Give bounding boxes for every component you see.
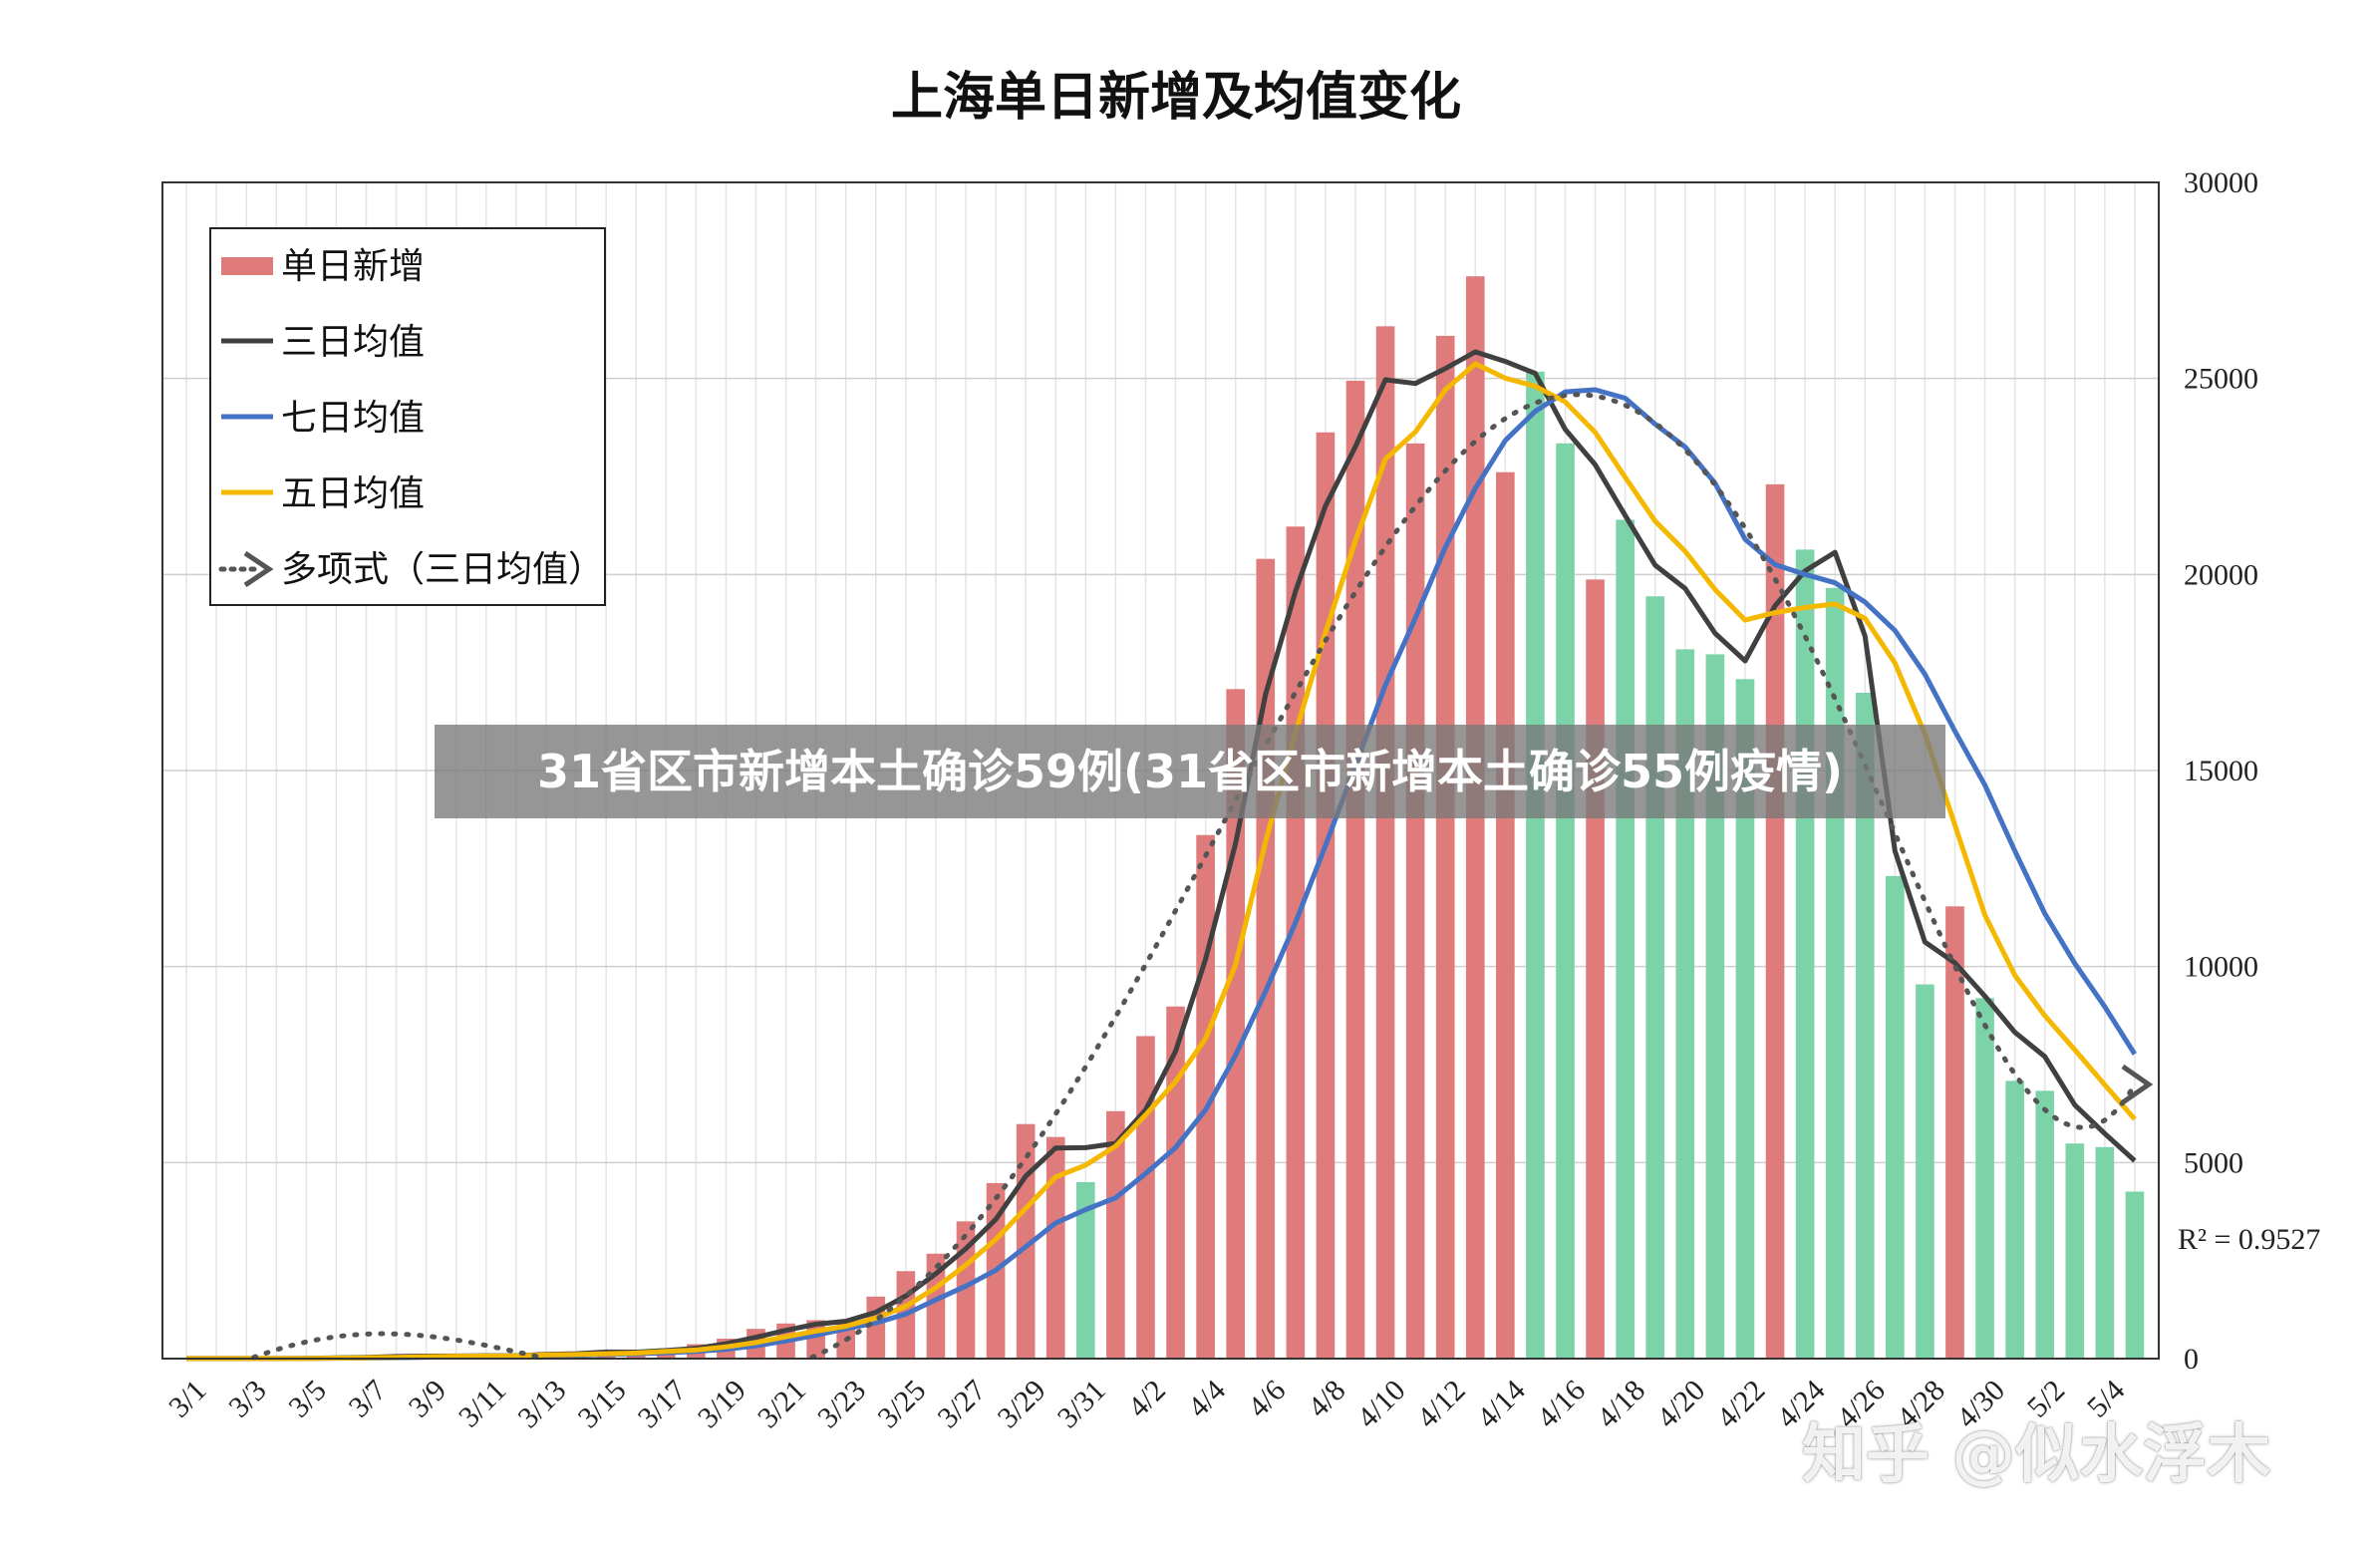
legend-label-7day: 七日均值 <box>281 398 425 439</box>
x-tick-label: 4/18 <box>1591 1374 1651 1434</box>
trend-line <box>809 392 2138 1361</box>
x-tick-label: 3/29 <box>992 1374 1052 1434</box>
bar <box>1586 579 1605 1359</box>
trend-arrow-icon <box>2121 1064 2154 1104</box>
bar <box>1526 371 1545 1359</box>
x-tick-label: 3/19 <box>692 1374 752 1434</box>
bar <box>2125 1191 2145 1359</box>
bar <box>1795 549 1815 1359</box>
x-tick-label: 3/21 <box>751 1374 812 1434</box>
x-tick-label: 3/31 <box>1051 1374 1112 1434</box>
y-tick-label: 25000 <box>2184 363 2258 396</box>
y-axis-ticks: 0 5000 10000 15000 20000 25000 30000 <box>2184 166 2258 1376</box>
bar <box>1075 1181 1095 1359</box>
legend-box <box>209 227 606 606</box>
legend: 单日新增 三日均值 七日均值 五日均值 多项式（三日均值） <box>209 227 606 606</box>
x-tick-label: 4/8 <box>1302 1374 1351 1423</box>
bar <box>1316 432 1336 1360</box>
r-squared-label: R² = 0.9527 <box>2178 1223 2320 1256</box>
bar <box>1106 1110 1125 1359</box>
x-tick-label: 3/25 <box>871 1374 932 1434</box>
bar <box>1556 443 1575 1360</box>
bar <box>1765 483 1785 1359</box>
legend-label-trend: 多项式（三日均值） <box>281 549 604 590</box>
bar <box>1616 519 1635 1359</box>
x-tick-label: 4/14 <box>1471 1374 1532 1434</box>
y-tick-label: 15000 <box>2184 755 2258 787</box>
x-tick-label: 3/1 <box>162 1374 212 1423</box>
bar <box>2035 1090 2055 1359</box>
bar <box>1975 998 1994 1359</box>
y-tick-label: 5000 <box>2184 1146 2243 1179</box>
plot-frame <box>161 181 2160 1360</box>
bar-series <box>176 276 2145 1360</box>
bar <box>1675 649 1695 1359</box>
bar <box>1855 693 1875 1359</box>
y-tick-label: 30000 <box>2184 166 2258 199</box>
watermark: 知乎 @似水浮木 <box>1802 1418 2271 1492</box>
bar <box>1945 906 1964 1359</box>
x-tick-label: 3/27 <box>931 1374 992 1434</box>
bar <box>1435 335 1455 1359</box>
x-tick-label: 4/4 <box>1182 1374 1232 1423</box>
bar <box>1496 471 1515 1360</box>
y-tick-label: 10000 <box>2184 951 2258 984</box>
y-tick-label: 20000 <box>2184 558 2258 591</box>
legend-swatch-daily <box>221 257 273 275</box>
bar <box>1705 654 1725 1359</box>
x-tick-label: 4/12 <box>1411 1374 1472 1434</box>
bar <box>1045 1136 1065 1359</box>
bar <box>1735 679 1755 1359</box>
bar <box>2095 1146 2115 1359</box>
x-tick-label: 3/7 <box>343 1374 393 1423</box>
bar <box>1166 1006 1185 1359</box>
x-tick-label: 3/5 <box>282 1374 332 1423</box>
y-tick-label: 0 <box>2184 1343 2199 1376</box>
bar <box>2065 1143 2085 1359</box>
legend-label-daily: 单日新增 <box>281 246 425 287</box>
x-tick-label: 4/10 <box>1351 1374 1412 1434</box>
x-tick-label: 3/15 <box>572 1374 633 1434</box>
bar <box>1825 587 1845 1359</box>
x-tick-label: 3/3 <box>222 1374 272 1423</box>
bar <box>1645 596 1665 1359</box>
x-tick-label: 4/22 <box>1710 1374 1771 1434</box>
bar <box>1405 443 1425 1359</box>
x-tick-label: 4/20 <box>1650 1374 1711 1434</box>
x-tick-label: 4/6 <box>1242 1374 1292 1423</box>
x-tick-label: 3/13 <box>511 1374 572 1434</box>
x-tick-label: 3/17 <box>632 1374 693 1434</box>
legend-trend-arrow-icon <box>243 550 274 588</box>
legend-label-5day: 五日均值 <box>281 473 425 514</box>
x-tick-label: 3/23 <box>811 1374 872 1434</box>
legend-label-3day: 三日均值 <box>281 322 425 363</box>
bar <box>2005 1081 2024 1359</box>
x-tick-label: 3/11 <box>452 1374 512 1433</box>
bar <box>1886 875 1905 1359</box>
chart-title: 上海单日新增及均值变化 <box>891 68 1461 128</box>
x-tick-label: 4/2 <box>1122 1374 1172 1423</box>
x-tick-label: 4/16 <box>1531 1374 1592 1434</box>
headline-banner: 31省区市新增本土确诊59例(31省区市新增本土确诊55例疫情) <box>435 725 1945 818</box>
bar <box>1916 984 1934 1359</box>
bar <box>1345 380 1365 1359</box>
x-tick-label: 3/9 <box>403 1374 452 1423</box>
series-line-2 <box>186 361 2137 1362</box>
bar <box>1375 326 1395 1360</box>
trend-line <box>251 1331 545 1361</box>
line-series <box>186 349 2154 1362</box>
bar <box>1136 1036 1155 1359</box>
